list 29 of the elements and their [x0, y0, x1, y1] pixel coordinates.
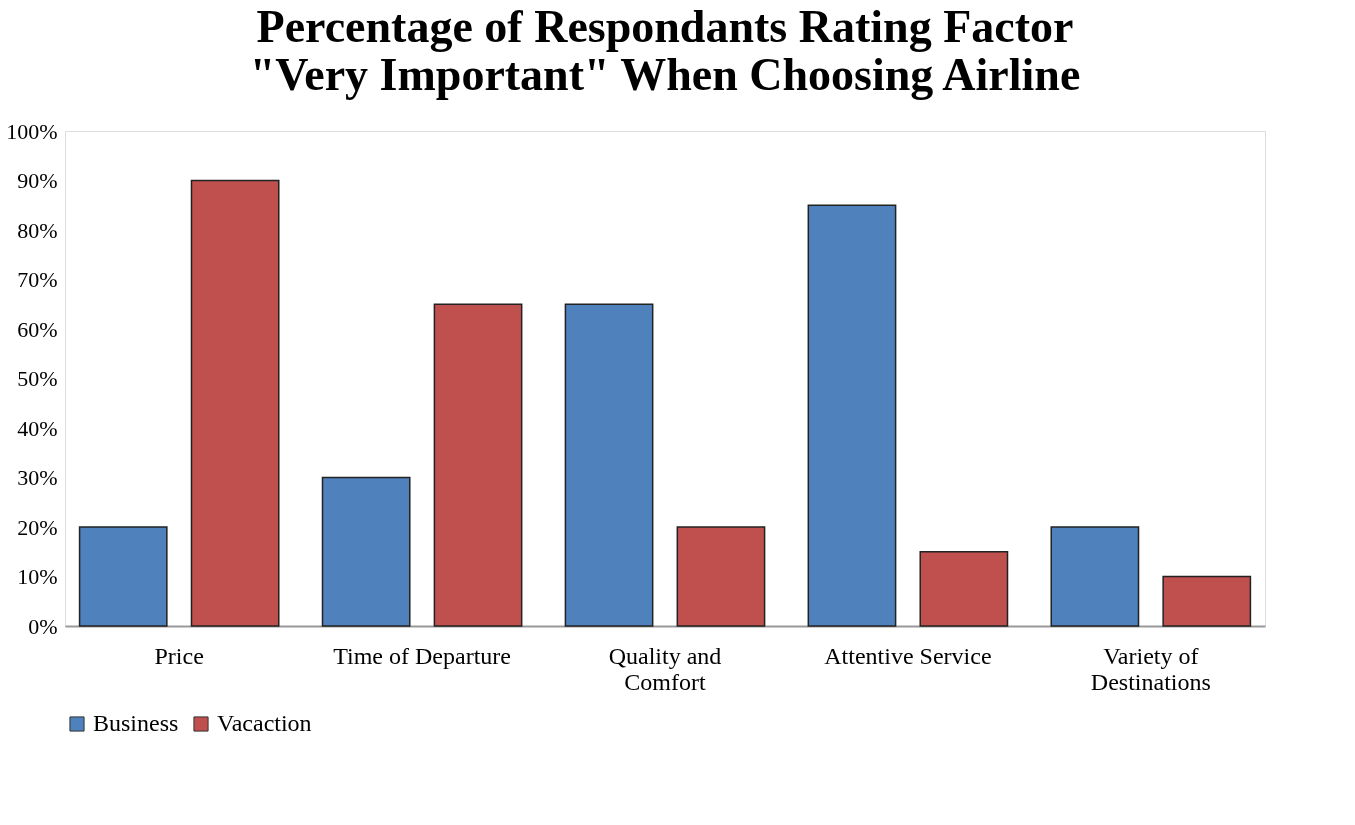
bar [919, 551, 1009, 627]
x-tick-label: Variety of Destinations [1090, 642, 1211, 695]
y-tick-label: 20% [17, 514, 58, 540]
bar [564, 303, 654, 627]
x-tick-label: Price [154, 642, 204, 669]
y-tick-label: 30% [17, 465, 58, 490]
chart-title: Percentage of Respondants Rating Factor "Very Important" When Choosing Airline [249, 1, 1081, 100]
legend-label: Vacaction [217, 710, 312, 736]
y-tick-label: 80% [17, 217, 58, 243]
y-tick-label: 10% [17, 564, 58, 589]
y-tick-label: 0% [28, 613, 58, 639]
y-tick-label: 100% [6, 118, 58, 144]
bar [190, 179, 280, 627]
bar [676, 526, 766, 627]
bar [321, 476, 411, 627]
y-tick-label: 70% [17, 267, 58, 292]
y-tick-label: 50% [17, 366, 58, 391]
bar [433, 303, 523, 627]
bar [1050, 526, 1140, 627]
bar [1162, 575, 1252, 627]
x-tick-label: Time of Departure [333, 642, 511, 669]
x-tick-label: Quality and Comfort [608, 642, 722, 695]
y-tick-label: 90% [17, 168, 58, 193]
y-tick-label: 40% [17, 415, 58, 441]
bar [807, 204, 897, 627]
legend-label: Business [93, 710, 179, 736]
x-tick-label: Attentive Service [824, 642, 992, 669]
y-tick-label: 60% [17, 316, 58, 342]
bar [78, 526, 168, 627]
